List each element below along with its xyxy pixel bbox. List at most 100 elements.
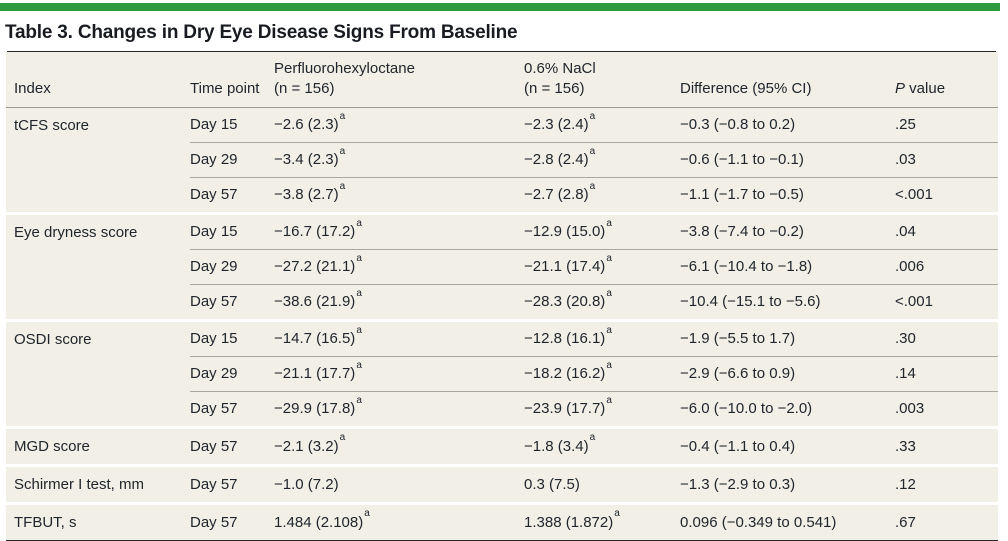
p-value-cell: .25: [895, 116, 916, 133]
difference-ci-cell: −1.1 (−1.7 to −0.5): [680, 177, 895, 214]
table-row: TFBUT, s Day 57 1.484 (2.108)a 1.388 (1.872…: [6, 502, 998, 541]
footnote-marker: a: [606, 324, 612, 336]
footnote-marker: a: [606, 252, 612, 264]
time-point-cell: Day 57: [190, 284, 274, 321]
footnote-marker: a: [606, 359, 612, 371]
perfluorohexyloctane-value-cell: −14.7 (16.5)a: [274, 319, 524, 357]
time-point-cell: Day 15: [190, 319, 274, 357]
p-value-cell: <.001: [895, 177, 998, 214]
perfluorohexyloctane-value-cell: −16.7 (17.2)a: [274, 212, 524, 250]
footnote-marker: a: [606, 394, 612, 406]
footnote-marker: a: [356, 394, 362, 406]
column-header-nacl: 0.6% NaCl (n = 156): [524, 52, 680, 108]
dry-eye-signs-table: Index Time point Perfluorohexyloctane (n …: [6, 52, 998, 541]
difference-ci-cell: −1.9 (−5.5 to 1.7): [680, 319, 895, 357]
p-value-cell: .14: [895, 356, 998, 392]
accent-bar: [0, 3, 1000, 11]
footnote-marker: a: [589, 110, 596, 122]
footnote-marker: a: [339, 432, 346, 443]
footnote-marker: a: [589, 180, 596, 192]
footnote-marker: a: [339, 180, 346, 192]
footnote-marker: a: [589, 432, 596, 443]
nacl-value-cell: −2.8 (2.4)a: [524, 142, 680, 178]
perfluorohexyloctane-value-cell: −1.0 (7.2): [274, 464, 524, 504]
footnote-marker: a: [356, 324, 362, 336]
nacl-value-cell: −1.8 (3.4)a: [524, 426, 680, 466]
perfluorohexyloctane-value-cell: −29.9 (17.8)a: [274, 391, 524, 428]
p-value-cell: .04: [895, 212, 998, 250]
header-line: Perfluorohexyloctane: [274, 60, 415, 77]
difference-ci-cell: −6.0 (−10.0 to −2.0): [680, 391, 895, 428]
footnote-marker: a: [589, 145, 596, 157]
header-row: Index Time point Perfluorohexyloctane (n …: [6, 52, 998, 108]
difference-ci-cell: −3.8 (−7.4 to −0.2): [680, 212, 895, 250]
table-figure: Table 3. Changes in Dry Eye Disease Sign…: [0, 3, 1008, 541]
column-header-p-value: P value: [895, 52, 998, 108]
table-row: Day 29 −21.1 (17.7)a −18.2 (16.2)a −2.9 (−6…: [6, 356, 998, 392]
perfluorohexyloctane-value-cell: −2.6 (2.3)a: [274, 110, 346, 133]
table-row: OSDI score Day 15 −14.7 (16.5)a −12.8 (16.1…: [6, 319, 998, 428]
difference-ci-cell: 0.096 (−0.349 to 0.541): [680, 502, 895, 541]
difference-ci-cell: −2.9 (−6.6 to 0.9): [680, 356, 895, 392]
column-header-time-point: Time point: [190, 52, 274, 108]
p-value-italic: P: [895, 79, 906, 97]
p-value-rest: value: [905, 79, 946, 97]
index-cell: OSDI score: [6, 319, 190, 428]
title-divider: [7, 51, 996, 52]
p-value-cell: .006: [895, 249, 998, 285]
table-row: Day 29 −3.4 (2.3)a −2.8 (2.4)a −0.6 (−1.1 t…: [6, 142, 998, 178]
time-point-cell: Day 29: [190, 356, 274, 392]
index-cell: Eye dryness score: [6, 212, 190, 321]
footnote-marker: a: [356, 359, 362, 371]
index-cell: Schirmer I test, mm: [6, 464, 190, 504]
perfluorohexyloctane-value-cell: −3.8 (2.7)a: [274, 177, 524, 214]
p-value-cell: .12: [895, 464, 998, 504]
footnote-marker: a: [356, 287, 362, 299]
table-row: Eye dryness score Day 15 −16.7 (17.2)a −12.…: [6, 212, 998, 321]
time-point-cell: Day 15: [190, 116, 238, 133]
table-row: tCFS score Day 15 −2.6 (2.3)a −2.3 (2.4)a −0…: [6, 108, 998, 143]
nacl-value-cell: 0.3 (7.5): [524, 464, 680, 504]
table-row: MGD score Day 57 −2.1 (3.2)a −1.8 (3.4)a −0.…: [6, 426, 998, 466]
footnote-marker: a: [364, 508, 370, 519]
header-line: (n = 156): [524, 79, 585, 97]
nacl-value-cell: −23.9 (17.7)a: [524, 391, 680, 428]
p-value-cell: .30: [895, 319, 998, 357]
perfluorohexyloctane-value-cell: −3.4 (2.3)a: [274, 142, 524, 178]
column-header-difference: Difference (95% CI): [680, 52, 895, 108]
time-point-cell: Day 57: [190, 391, 274, 428]
table-title: Table 3. Changes in Dry Eye Disease Sign…: [5, 22, 518, 43]
difference-ci-cell: −10.4 (−15.1 to −5.6): [680, 284, 895, 321]
time-point-cell: Day 29: [190, 249, 274, 285]
index-cell: MGD score: [6, 426, 190, 466]
p-value-cell: .003: [895, 391, 998, 428]
index-cell: TFBUT, s: [6, 502, 190, 541]
footnote-marker: a: [614, 508, 620, 519]
index-cell: tCFS score: [14, 117, 90, 134]
difference-ci-cell: −0.3 (−0.8 to 0.2): [680, 116, 796, 133]
nacl-value-cell: −2.3 (2.4)a: [524, 110, 596, 133]
nacl-value-cell: −28.3 (20.8)a: [524, 284, 680, 321]
footnote-marker: a: [356, 252, 362, 264]
p-value-cell: .03: [895, 142, 998, 178]
footnote-marker: a: [356, 217, 362, 229]
time-point-cell: Day 57: [190, 464, 274, 504]
nacl-value-cell: −2.7 (2.8)a: [524, 177, 680, 214]
table-row: Day 29 −27.2 (21.1)a −21.1 (17.4)a −6.1 (−1…: [6, 249, 998, 285]
nacl-value-cell: −18.2 (16.2)a: [524, 356, 680, 392]
time-point-cell: Day 57: [190, 502, 274, 541]
difference-ci-cell: −6.1 (−10.4 to −1.8): [680, 249, 895, 285]
difference-ci-cell: −0.6 (−1.1 to −0.1): [680, 142, 895, 178]
header-line: (n = 156): [274, 79, 335, 97]
perfluorohexyloctane-value-cell: −27.2 (21.1)a: [274, 249, 524, 285]
time-point-cell: Day 15: [190, 212, 274, 250]
perfluorohexyloctane-value-cell: −2.1 (3.2)a: [274, 426, 524, 466]
table-row: Day 57 −29.9 (17.8)a −23.9 (17.7)a −6.0 (−1…: [6, 391, 998, 428]
nacl-value-cell: −12.9 (15.0)a: [524, 212, 680, 250]
table-row: Day 57 −38.6 (21.9)a −28.3 (20.8)a −10.4 (−…: [6, 284, 998, 321]
nacl-value-cell: −12.8 (16.1)a: [524, 319, 680, 357]
p-value-cell: .67: [895, 502, 998, 541]
footnote-marker: a: [606, 287, 612, 299]
perfluorohexyloctane-value-cell: −21.1 (17.7)a: [274, 356, 524, 392]
nacl-value-cell: −21.1 (17.4)a: [524, 249, 680, 285]
